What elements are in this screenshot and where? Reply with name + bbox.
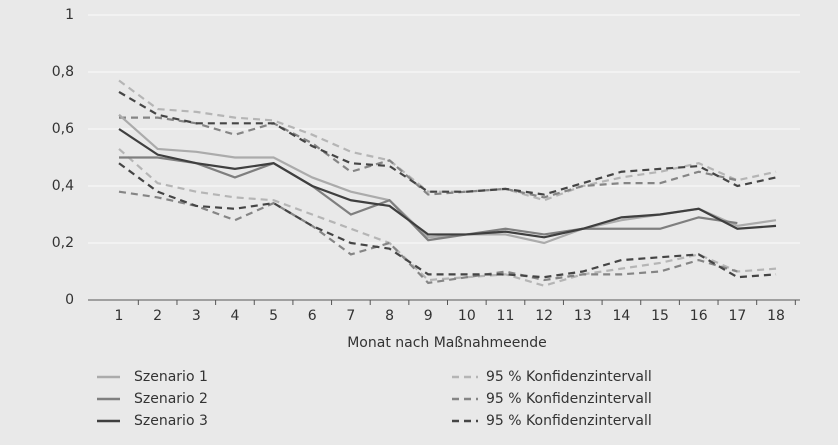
ci-lower-line (118, 148, 777, 287)
x-tick-label: 18 (767, 308, 785, 324)
y-tick-label: 0,6 (52, 121, 74, 137)
x-axis-label: Monat nach Maßnahmeende (347, 335, 547, 351)
x-tick-label: 10 (458, 308, 476, 324)
series-line (118, 128, 777, 239)
legend-label: Szenario 2 (134, 391, 208, 407)
ci-lower-line (118, 162, 777, 279)
x-tick-label: 3 (192, 308, 201, 324)
ci-upper-line (118, 79, 777, 202)
ci-upper-line (119, 116, 738, 199)
x-tick-label: 15 (651, 308, 669, 324)
x-tick-label: 17 (728, 308, 746, 324)
y-tick-label: 0,2 (52, 235, 74, 251)
x-tick-label: 7 (346, 308, 355, 324)
ci-upper-line (118, 91, 777, 196)
x-tick-label: 6 (308, 308, 317, 324)
ci-lower-line (118, 190, 738, 285)
y-tick-label: 0,4 (52, 178, 74, 194)
x-tick-label: 9 (424, 308, 433, 324)
x-tick-label: 2 (153, 308, 162, 324)
x-tick-label: 14 (612, 308, 630, 324)
legend-label: 95 % Konfidenzintervall (486, 413, 652, 429)
series-line (119, 156, 738, 242)
y-tick-label: 1 (65, 7, 74, 23)
x-tick-label: 12 (535, 308, 553, 324)
x-tick-label: 13 (574, 308, 592, 324)
x-tick-label: 1 (115, 308, 124, 324)
legend-label: Szenario 3 (134, 413, 208, 429)
x-tick-label: 11 (497, 308, 515, 324)
x-tick-label: 4 (230, 308, 239, 324)
x-tick-label: 8 (385, 308, 394, 324)
x-tick-label: 16 (690, 308, 708, 324)
y-tick-label: 0,8 (52, 64, 74, 80)
x-tick-label: 5 (269, 308, 278, 324)
legend-label: 95 % Konfidenzintervall (486, 369, 652, 385)
y-tick-label: 0 (65, 292, 74, 308)
legend-label: 95 % Konfidenzintervall (486, 391, 652, 407)
legend-label: Szenario 1 (134, 369, 208, 385)
